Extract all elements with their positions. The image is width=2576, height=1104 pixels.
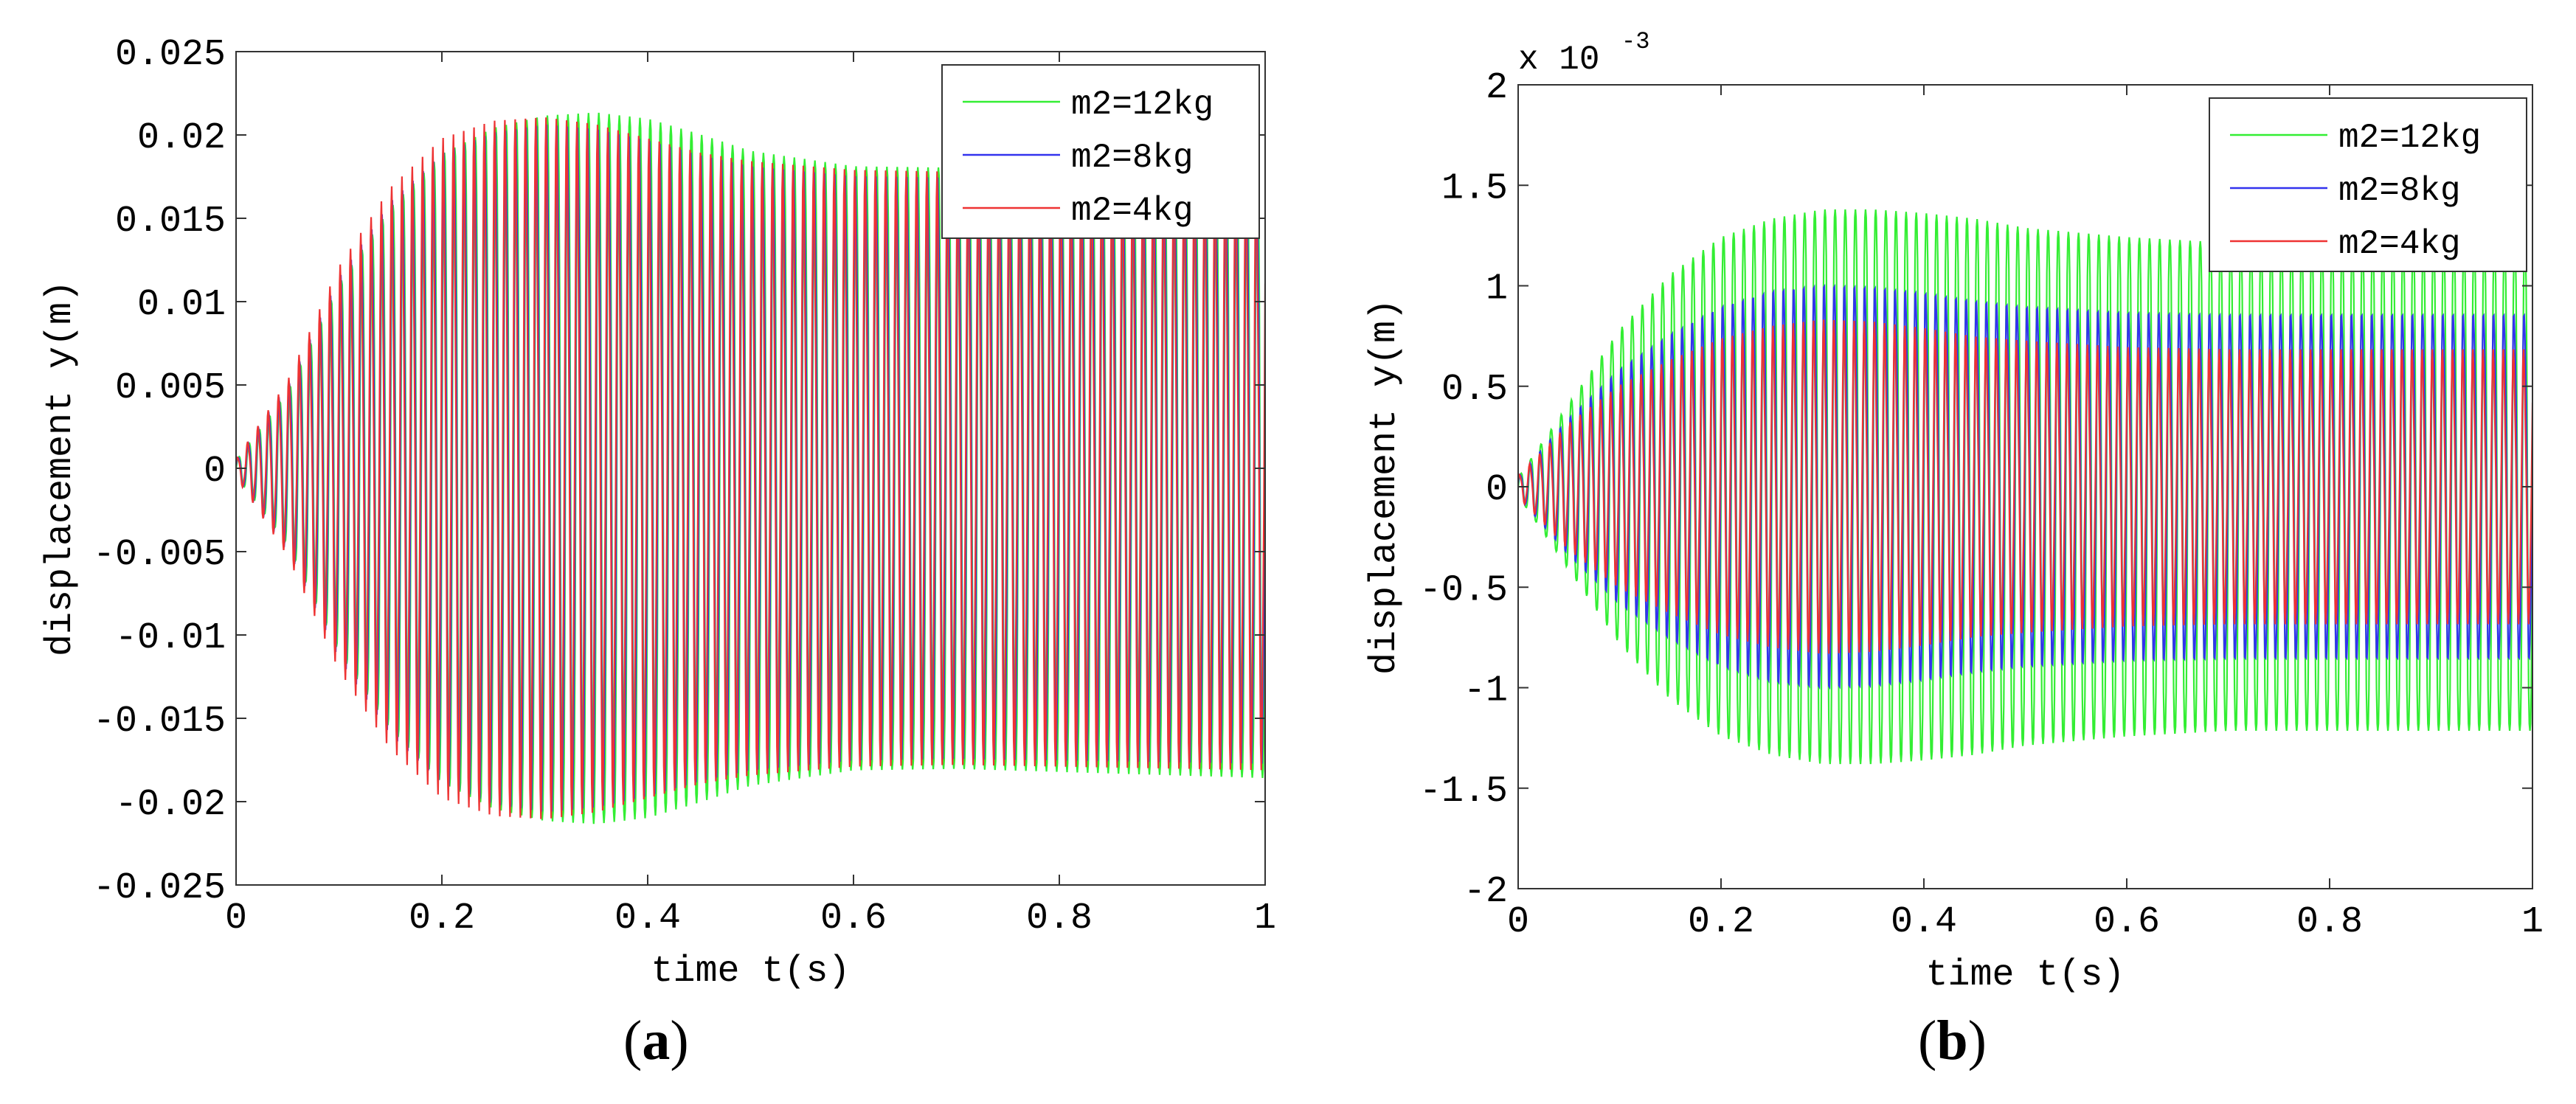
legend-box [2209, 97, 2527, 272]
y-tick-label: -1.5 [1419, 771, 1508, 813]
legend-entry: m2=4kg [1071, 192, 1194, 230]
y-tick-label: 0 [204, 451, 226, 493]
x-tick-label: 0.4 [614, 898, 681, 940]
y-tick-label: 1.5 [1441, 167, 1508, 209]
y-exponent-power: -3 [1621, 28, 1649, 55]
x-axis-label: time t(s) [1925, 954, 2125, 996]
legend-entry: m2=12kg [1071, 86, 1213, 124]
series-line-m2=4kg [1518, 319, 2532, 654]
x-tick-label: 0 [225, 898, 247, 940]
chart-b: 0 0.2 0.4 0.6 0.8 1 2 1.5 1 0.5 0 -0.5 -1 -1.5 -2 time … [1364, 28, 2544, 996]
y-axis-label: displacement y(m) [40, 280, 82, 656]
legend-box [941, 64, 1260, 239]
y-tick-label: -1 [1464, 670, 1508, 712]
x-tick-label: 1 [2521, 901, 2544, 943]
legend: m2=12kg m2=8kg m2=4kg [941, 64, 1260, 239]
x-tick-label: 0.4 [1891, 901, 1957, 943]
y-tick-label: 0.01 [137, 284, 226, 326]
x-tick-label: 1 [1254, 898, 1276, 940]
y-tick-label: 0.02 [137, 117, 226, 159]
y-axis-label: displacement y(m) [1364, 299, 1406, 675]
series-line-m2=4kg [236, 117, 1265, 819]
plot-area-b [1518, 209, 2532, 765]
y-tick-label: 0.005 [115, 367, 226, 409]
y-tick-label: 0.025 [115, 34, 226, 76]
y-tick-label: 0.5 [1441, 369, 1508, 411]
x-tick-label: 0.6 [2094, 901, 2160, 943]
legend-entry: m2=12kg [2338, 119, 2481, 157]
x-tick-label: 0 [1507, 901, 1529, 943]
y-tick-label: 1 [1486, 268, 1508, 310]
x-axis-label: time t(s) [651, 951, 850, 993]
y-tick-label: 0.015 [115, 201, 226, 243]
y-exponent-label: x 10 [1518, 41, 1599, 79]
legend: m2=12kg m2=8kg m2=4kg [2209, 97, 2527, 272]
y-tick-label: 0 [1486, 469, 1508, 511]
legend-entry: m2=8kg [2338, 172, 2461, 210]
y-tick-label: 2 [1486, 67, 1508, 109]
y-tick-label: -0.01 [115, 617, 226, 659]
x-tick-label: 0.8 [1026, 898, 1093, 940]
y-tick-label: -0.015 [93, 701, 226, 743]
x-tick-label: 0.2 [409, 898, 475, 940]
y-tick-label: -0.02 [115, 784, 226, 826]
y-tick-label: -0.005 [93, 534, 226, 576]
y-tick-label: -0.025 [93, 867, 226, 909]
y-tick-label: -0.5 [1419, 569, 1508, 611]
panel-label-b: (b) [1918, 1010, 1987, 1072]
legend-entry: m2=4kg [2338, 225, 2461, 263]
y-tick-label: -2 [1464, 871, 1508, 913]
x-tick-label: 0.6 [820, 898, 887, 940]
x-tick-label: 0.2 [1688, 901, 1754, 943]
panel-label-a: (a) [623, 1010, 689, 1072]
x-tick-label: 0.8 [2296, 901, 2363, 943]
legend-entry: m2=8kg [1071, 139, 1194, 177]
chart-a: 0 0.2 0.4 0.6 0.8 10.0250.020.0150.010.0050-0… [40, 34, 1276, 993]
